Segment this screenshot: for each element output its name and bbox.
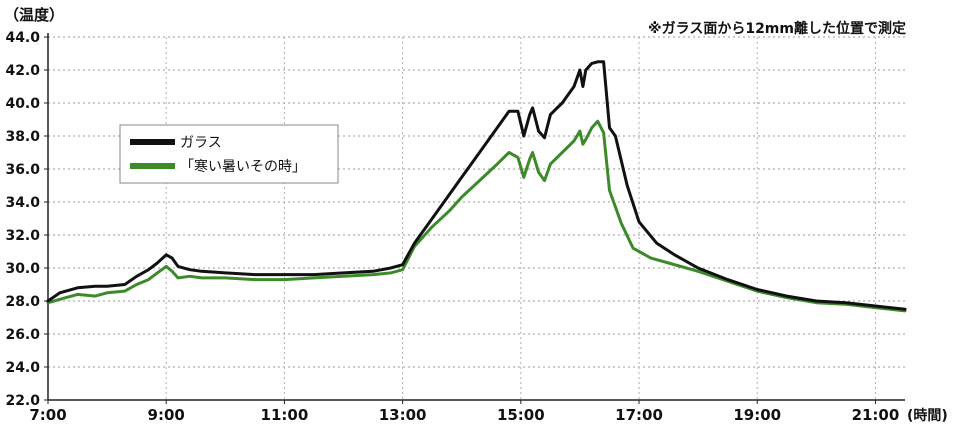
y-tick-label: 38.0 bbox=[5, 129, 40, 145]
y-tick-label: 36.0 bbox=[5, 162, 40, 178]
x-tick-label: 7:00 bbox=[29, 406, 66, 424]
y-tick-label: 34.0 bbox=[5, 195, 40, 211]
legend-label: 「寒い暑いその時」 bbox=[180, 158, 306, 175]
y-tick-label: 40.0 bbox=[5, 96, 40, 112]
y-tick-label: 44.0 bbox=[5, 30, 40, 46]
legend-box bbox=[119, 124, 339, 184]
series-line-kangae bbox=[46, 119, 907, 313]
x-tick-label: 17:00 bbox=[615, 406, 663, 424]
x-axis-unit-label: (時間) bbox=[907, 407, 948, 424]
x-tick-label: 19:00 bbox=[733, 406, 781, 424]
x-tick-label: 11:00 bbox=[261, 406, 309, 424]
y-tick-label: 26.0 bbox=[5, 327, 40, 343]
axes: 22.0 24.0 26.0 28.0 30.0 32.0 34.0 36.0 38.0 40.0… bbox=[5, 30, 947, 424]
y-tick-label: 24.0 bbox=[5, 360, 40, 376]
legend-label: ガラス bbox=[180, 135, 222, 151]
y-axis-unit-label: （温度） bbox=[4, 6, 65, 24]
y-tick-label: 22.0 bbox=[5, 393, 40, 409]
x-tick-label: 15:00 bbox=[497, 406, 545, 424]
grid-lines bbox=[48, 36, 905, 400]
y-tick-label: 42.0 bbox=[5, 63, 40, 79]
measurement-note: ※ガラス面から12mm離した位置で測定 bbox=[648, 21, 906, 37]
legend: ガラス「寒い暑いその時」 bbox=[119, 124, 339, 184]
y-tick-label: 32.0 bbox=[5, 228, 40, 244]
x-tick-label: 21:00 bbox=[852, 406, 900, 424]
x-tick-label: 13:00 bbox=[379, 406, 427, 424]
series-line-glass bbox=[46, 60, 907, 311]
y-tick-label: 30.0 bbox=[5, 261, 40, 277]
series-lines bbox=[46, 60, 907, 313]
x-tick-label: 9:00 bbox=[148, 406, 185, 424]
y-tick-label: 28.0 bbox=[5, 294, 40, 310]
